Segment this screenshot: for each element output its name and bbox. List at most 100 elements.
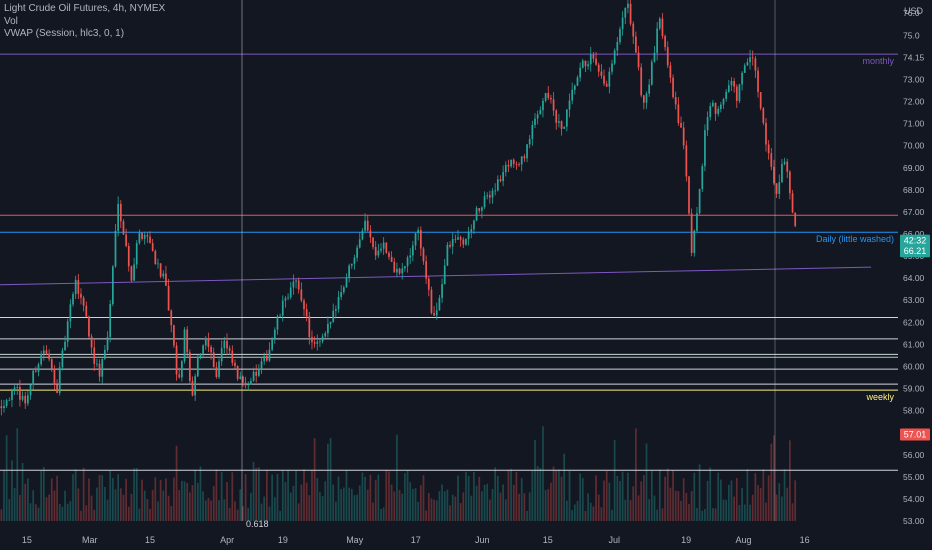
candle-body [542, 100, 544, 111]
volume-bar [674, 490, 677, 521]
candle-body [210, 346, 212, 353]
volume-bar [778, 483, 781, 521]
volume-bar [672, 470, 674, 521]
candle-body [746, 61, 749, 66]
volume-bar [295, 470, 297, 521]
volume-bar [507, 470, 510, 521]
candle-body [236, 365, 239, 379]
volume-bar [645, 443, 648, 521]
candle-body [706, 117, 709, 131]
volume-bar [271, 474, 274, 521]
candle-body [629, 3, 632, 24]
candle-body [504, 164, 507, 173]
volume-bar [11, 460, 13, 521]
volume-bar [449, 505, 451, 521]
candle-body [74, 279, 77, 295]
candle-body [733, 81, 735, 87]
price-axis[interactable] [898, 0, 932, 550]
candle-body [393, 261, 396, 273]
volume-bar [597, 494, 600, 521]
volume-bar [584, 510, 587, 521]
volume-legend[interactable]: Vol [4, 15, 18, 27]
volume-bar [438, 491, 441, 521]
level-label-weekly: weekly [865, 392, 894, 402]
candle-body [765, 122, 767, 145]
candle-body [481, 207, 483, 211]
candle-body [539, 110, 542, 115]
volume-bar [621, 471, 624, 521]
candle-body [289, 287, 292, 298]
candle-body [483, 196, 486, 208]
candle-body [595, 58, 597, 65]
horizontal-levels[interactable]: monthly Daily (little washed) weekly [0, 53, 898, 471]
volume-bar [82, 467, 85, 521]
volume-bar [48, 494, 50, 521]
candle-body [441, 284, 443, 298]
candle-body [196, 356, 199, 377]
volume-bar [117, 474, 120, 521]
volume-bar [220, 472, 223, 521]
volume-bar [284, 482, 287, 521]
symbol-title[interactable]: Light Crude Oil Futures, 4h, NYMEX [4, 3, 166, 14]
fib-label: 0.618 [246, 519, 269, 529]
volume-bar [223, 499, 226, 521]
candle-body [50, 359, 53, 369]
candle-body [218, 361, 220, 378]
volume-bar [478, 476, 481, 521]
y-tick-label: 76.0 [903, 8, 920, 18]
volume-bar [770, 443, 773, 521]
candle-body [648, 84, 651, 94]
volume-bar [19, 494, 21, 521]
candle-body [781, 164, 783, 183]
volume-bars [0, 426, 797, 521]
vwap-trendline[interactable] [0, 266, 872, 286]
candle-body [239, 376, 242, 379]
volume-bar [791, 503, 794, 521]
time-axis[interactable] [0, 529, 932, 550]
volume-bar [422, 475, 425, 521]
candle-body [303, 300, 305, 310]
volume-bar [446, 489, 449, 521]
candle-body [58, 367, 61, 393]
candle-body [704, 130, 706, 167]
level-label-monthly: monthly [862, 56, 894, 66]
candle-body [42, 350, 45, 354]
candle-body [149, 236, 151, 244]
volume-bar [658, 469, 661, 521]
candle-body [473, 220, 475, 230]
candle-body [27, 395, 29, 404]
volume-bar [722, 499, 725, 521]
volume-bar [263, 496, 266, 521]
candle-body [427, 278, 430, 290]
volume-bar [467, 475, 470, 521]
candle-body [600, 71, 603, 76]
trendlines[interactable] [0, 266, 872, 286]
volume-bar [613, 440, 616, 521]
candle-body [669, 65, 672, 78]
x-tick-label: 19 [681, 535, 691, 545]
candle-body [390, 256, 393, 262]
candle-body [635, 36, 637, 53]
candle-body [385, 242, 388, 253]
candle-body [730, 81, 733, 86]
candle-body [32, 370, 35, 385]
volume-bar [605, 471, 608, 521]
candle-body [531, 125, 534, 140]
candle-body [727, 85, 730, 92]
vwap-legend[interactable]: VWAP (Session, hlc3, 0, 1) [4, 28, 125, 39]
volume-bar [746, 468, 749, 521]
level-label-daily: Daily (little washed) [816, 234, 894, 244]
volume-bar [122, 494, 125, 521]
volume-bar [159, 479, 162, 521]
volume-bar [401, 493, 404, 521]
volume-bar [56, 475, 58, 521]
volume-bar [27, 478, 29, 521]
volume-bar [629, 500, 632, 521]
y-tick-label: 72.00 [903, 97, 925, 107]
candle-body [11, 390, 13, 401]
volume-bar [125, 478, 127, 521]
volume-bar [637, 495, 640, 521]
candle-body [111, 266, 114, 305]
